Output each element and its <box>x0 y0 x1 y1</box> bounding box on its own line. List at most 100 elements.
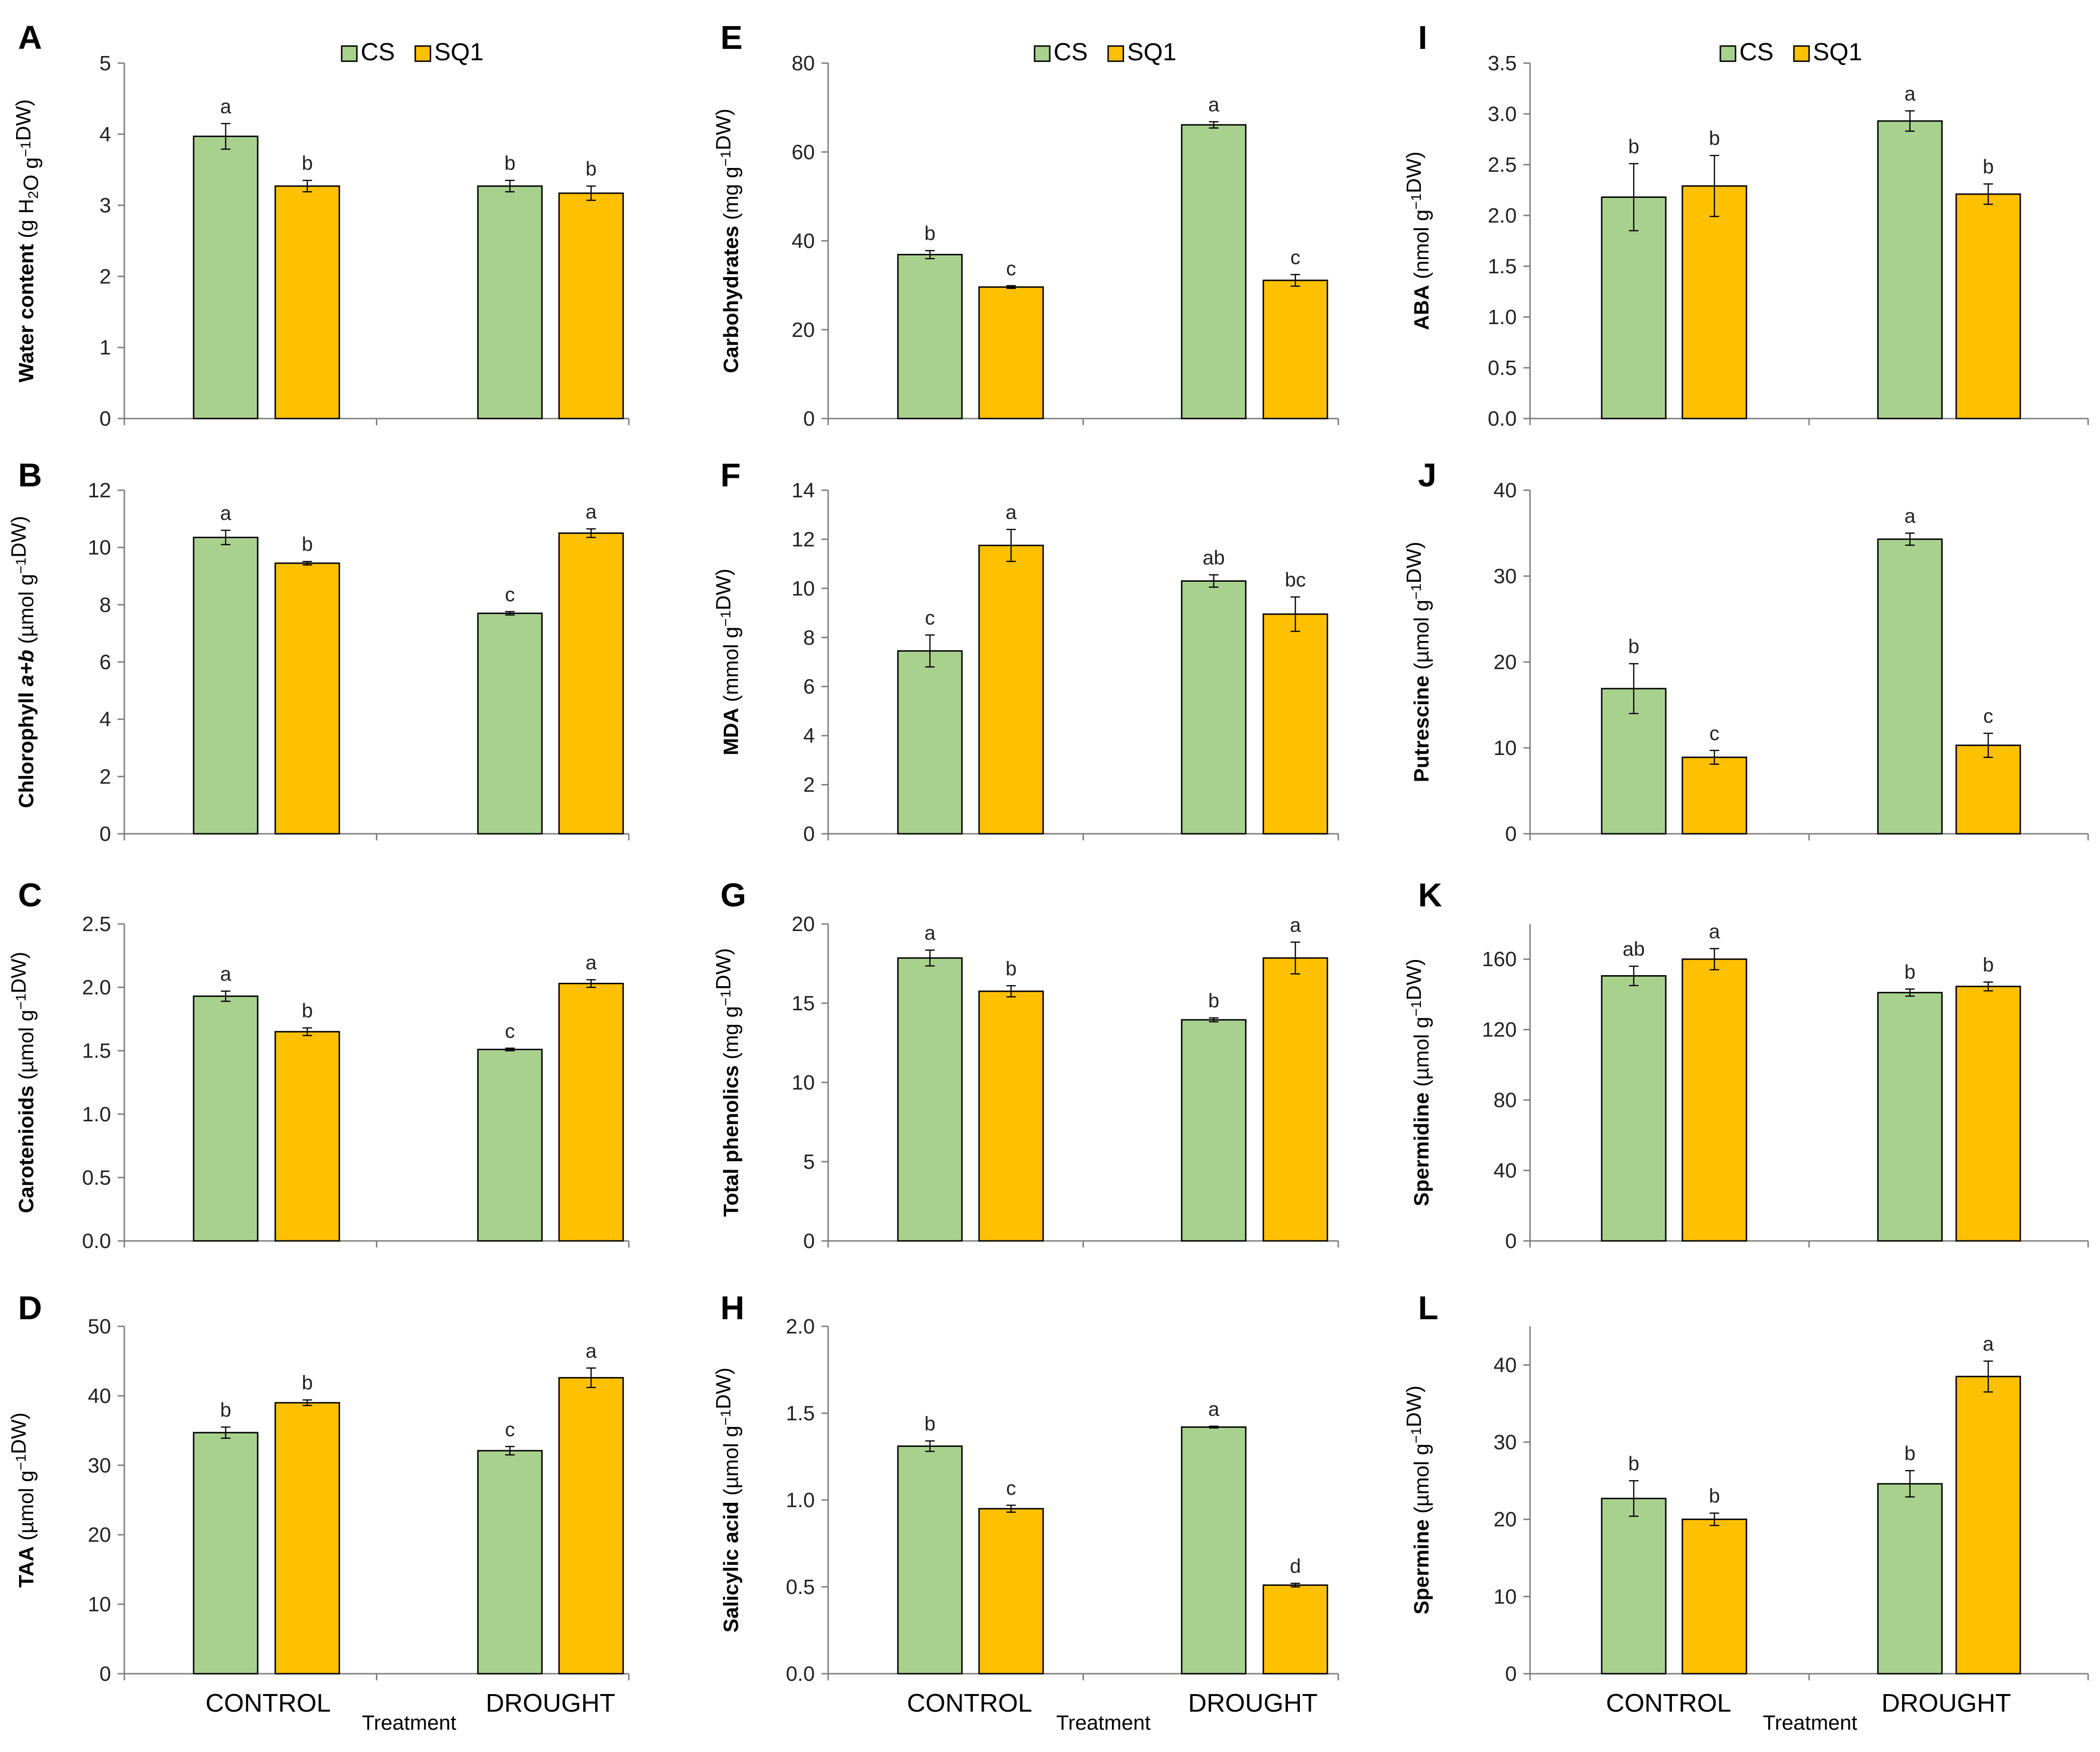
y-tick-label: 20 <box>792 318 815 342</box>
y-tick-label: 160 <box>1482 948 1517 971</box>
y-axis-label: Water content (g H2O g−1DW) <box>12 99 43 382</box>
legend-swatch-sq1 <box>1793 45 1810 62</box>
bar-sq1-drought <box>1262 613 1328 835</box>
significance-letter: b <box>586 158 597 180</box>
y-tick-label: 40 <box>1493 479 1517 502</box>
y-tick-label: 2.5 <box>82 913 111 936</box>
y-tick-label: 1.0 <box>82 1103 111 1126</box>
y-tick-label: 0.5 <box>786 1575 815 1599</box>
significance-letter: a <box>586 951 597 974</box>
y-tick-label: 10 <box>1493 736 1517 760</box>
panel-letter: E <box>720 19 743 56</box>
panel-E: E 0 20 40 60 80 Carbohydrates (mg g−1DW) b c a c CS… <box>712 19 1339 430</box>
legend-swatch-sq1 <box>414 45 431 62</box>
y-tick-label: 10 <box>792 1071 815 1094</box>
panel-I: I 0.0 0.5 1.0 1.5 2.0 2.5 3.0 3.5 ABA (nmol g−1DW… <box>1402 19 2089 430</box>
bar-sq1-control <box>978 544 1044 835</box>
bar-sq1-drought <box>1262 1584 1328 1675</box>
bar-sq1-control <box>978 286 1044 419</box>
bar-cs-drought <box>1877 1483 1943 1675</box>
y-tick-label: 12 <box>88 479 111 502</box>
panel-letter: D <box>18 1289 42 1326</box>
y-tick-label: 10 <box>88 1593 111 1616</box>
y-tick-label: 3 <box>100 194 111 217</box>
bar-cs-control <box>193 995 259 1242</box>
significance-letter: c <box>1709 722 1719 744</box>
y-tick-label: 0 <box>1505 1662 1517 1686</box>
y-tick-label: 1.5 <box>786 1402 815 1425</box>
significance-letter: c <box>925 606 935 629</box>
y-tick-label: 8 <box>100 593 111 616</box>
category-label: DROUGHT <box>486 1689 616 1717</box>
y-tick-label: 20 <box>88 1523 111 1547</box>
bar-sq1-drought <box>1262 280 1328 419</box>
y-tick-label: 20 <box>1493 1508 1517 1531</box>
bar-cs-drought <box>1181 1426 1247 1675</box>
panel-letter: B <box>18 457 42 494</box>
significance-letter: b <box>302 1371 313 1394</box>
significance-letter: b <box>1709 1485 1720 1507</box>
bar-cs-drought <box>1877 120 1943 419</box>
y-tick-label: 40 <box>1493 1353 1517 1377</box>
y-tick-label: 2 <box>803 773 815 797</box>
bar-cs-drought <box>1877 992 1943 1242</box>
y-tick-label: 50 <box>88 1315 111 1338</box>
significance-letter: b <box>302 999 313 1022</box>
y-tick-label: 2.0 <box>786 1315 815 1338</box>
bar-cs-control <box>1601 975 1667 1242</box>
y-tick-label: 10 <box>1493 1585 1517 1608</box>
y-axis-label: Carbohydrates (mg g−1DW) <box>712 109 743 373</box>
y-tick-label: 30 <box>1493 1431 1517 1454</box>
y-tick-label: 6 <box>803 675 815 699</box>
y-axis-label: Salicylic acid (µmol g−1DW) <box>712 1368 743 1632</box>
bar-cs-drought <box>1877 538 1943 835</box>
y-tick-label: 40 <box>88 1384 111 1407</box>
panel-C: C 0.0 0.5 1.0 1.5 2.0 2.5 Carotenioids (µmol g−… <box>7 876 630 1253</box>
significance-letter: a <box>1904 505 1916 527</box>
bar-sq1-control <box>978 990 1044 1242</box>
panel-G: G 0 5 10 15 20 Total phenolics (mg g−1DW) a b b a <box>712 876 1339 1253</box>
legend-swatch-sq1 <box>1107 45 1124 62</box>
bar-sq1-control <box>274 562 340 835</box>
bar-sq1-drought <box>1955 745 2021 835</box>
legend: CS SQ1 <box>341 38 484 66</box>
panel-letter: A <box>18 19 42 56</box>
panel-H: H 0.0 0.5 1.0 1.5 2.0 Salicylic acid (µmol g−1… <box>712 1289 1339 1734</box>
significance-letter: a <box>220 963 232 985</box>
y-tick-label: 0 <box>1505 1230 1517 1253</box>
bar-cs-drought <box>477 1450 543 1675</box>
y-tick-label: 40 <box>792 230 815 253</box>
y-tick-label: 8 <box>803 626 815 649</box>
significance-letter: b <box>1628 1452 1639 1474</box>
y-tick-label: 80 <box>792 52 815 75</box>
y-axis-label: Carotenioids (µmol g−1DW) <box>7 952 38 1213</box>
bar-cs-drought <box>477 185 543 419</box>
panel-letter: K <box>1418 876 1442 913</box>
bar-sq1-control <box>1681 185 1747 419</box>
significance-letter: a <box>586 1340 597 1362</box>
bar-cs-drought <box>1181 1019 1247 1242</box>
bar-sq1-control <box>274 1402 340 1675</box>
y-tick-label: 2.0 <box>82 976 111 999</box>
y-tick-label: 0.5 <box>1488 356 1517 380</box>
significance-letter: a <box>1290 913 1301 936</box>
y-axis-label: Spermine (µmol g−1DW) <box>1402 1386 1433 1615</box>
significance-letter: bc <box>1285 568 1306 591</box>
bar-cs-drought <box>1181 580 1247 835</box>
y-tick-label: 14 <box>792 479 815 502</box>
significance-letter: c <box>1006 257 1016 280</box>
significance-letter: b <box>924 222 935 244</box>
bar-cs-control <box>897 650 963 835</box>
significance-letter: a <box>1208 93 1220 116</box>
significance-letter: a <box>1709 920 1720 942</box>
y-tick-label: 0.5 <box>82 1166 111 1189</box>
y-tick-label: 0 <box>803 407 815 430</box>
y-tick-label: 1.0 <box>786 1489 815 1512</box>
bar-cs-control <box>897 957 963 1242</box>
y-tick-label: 30 <box>1493 565 1517 588</box>
significance-letter: b <box>1983 156 1994 178</box>
y-tick-label: 10 <box>792 577 815 600</box>
significance-letter: a <box>1208 1398 1220 1420</box>
